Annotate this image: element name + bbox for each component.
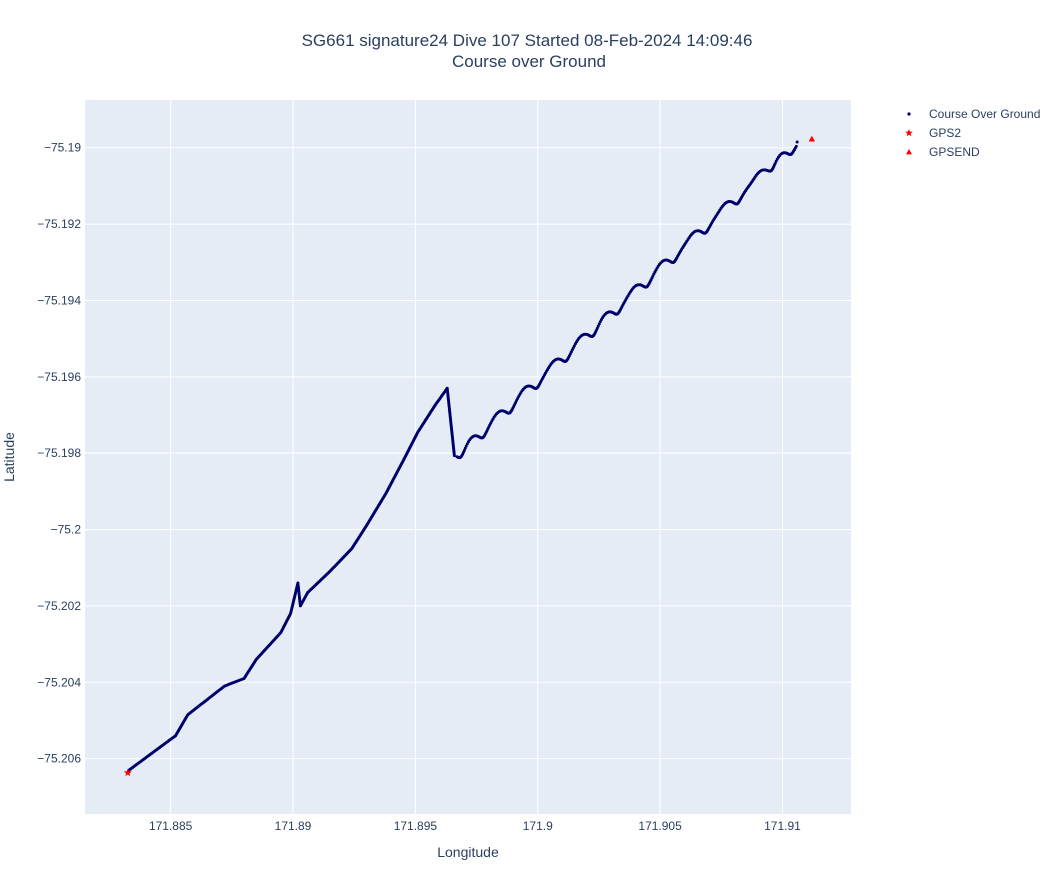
x-tick-label: 171.89: [275, 819, 312, 833]
course-point: [794, 144, 798, 148]
legend-label: GPS2: [929, 126, 961, 140]
y-tick-label: −75.204: [37, 675, 81, 689]
chart-title-line1: SG661 signature24 Dive 107 Started 08-Fe…: [302, 31, 753, 50]
gpsend-marker: [808, 135, 816, 142]
y-tick-label: −75.2: [51, 523, 82, 537]
y-tick-label: −75.19: [44, 141, 81, 155]
course-point: [464, 444, 468, 448]
legend[interactable]: Course Over Ground GPS2 GPSEND: [905, 107, 1040, 159]
course-point: [795, 140, 799, 144]
legend-dot-icon: [907, 112, 911, 116]
chart-title-line2: Course over Ground: [452, 52, 606, 71]
y-tick-label: −75.202: [37, 599, 81, 613]
y-axis-title: Latitude: [1, 432, 17, 482]
y-tick-label: −75.206: [37, 752, 81, 766]
course-point: [463, 446, 467, 450]
grid-lines: [85, 100, 851, 814]
legend-item-gpsend[interactable]: GPSEND: [906, 145, 980, 159]
x-axis-title: Longitude: [437, 844, 499, 860]
y-tick-label: −75.196: [37, 370, 81, 384]
gps2-marker: [123, 768, 132, 777]
x-tick-label: 171.895: [394, 819, 438, 833]
y-tick-label: −75.198: [37, 446, 81, 460]
legend-item-course-over-ground[interactable]: Course Over Ground: [907, 107, 1040, 121]
course-point: [452, 454, 456, 458]
legend-item-gps2[interactable]: GPS2: [905, 126, 961, 140]
y-tick-label: −75.194: [37, 293, 81, 307]
x-tick-label: 171.91: [764, 819, 801, 833]
y-tick-label: −75.192: [37, 217, 81, 231]
x-tick-label: 171.9: [523, 819, 553, 833]
legend-label: Course Over Ground: [929, 107, 1040, 121]
legend-triangle-icon: [906, 149, 912, 155]
tick-labels: 171.885 171.89 171.895 171.9 171.905 171.91 −7…: [37, 141, 801, 833]
x-tick-label: 171.905: [638, 819, 682, 833]
x-tick-label: 171.885: [149, 819, 193, 833]
legend-label: GPSEND: [929, 145, 980, 159]
data-layer: [123, 135, 816, 777]
legend-star-icon: [905, 129, 913, 137]
